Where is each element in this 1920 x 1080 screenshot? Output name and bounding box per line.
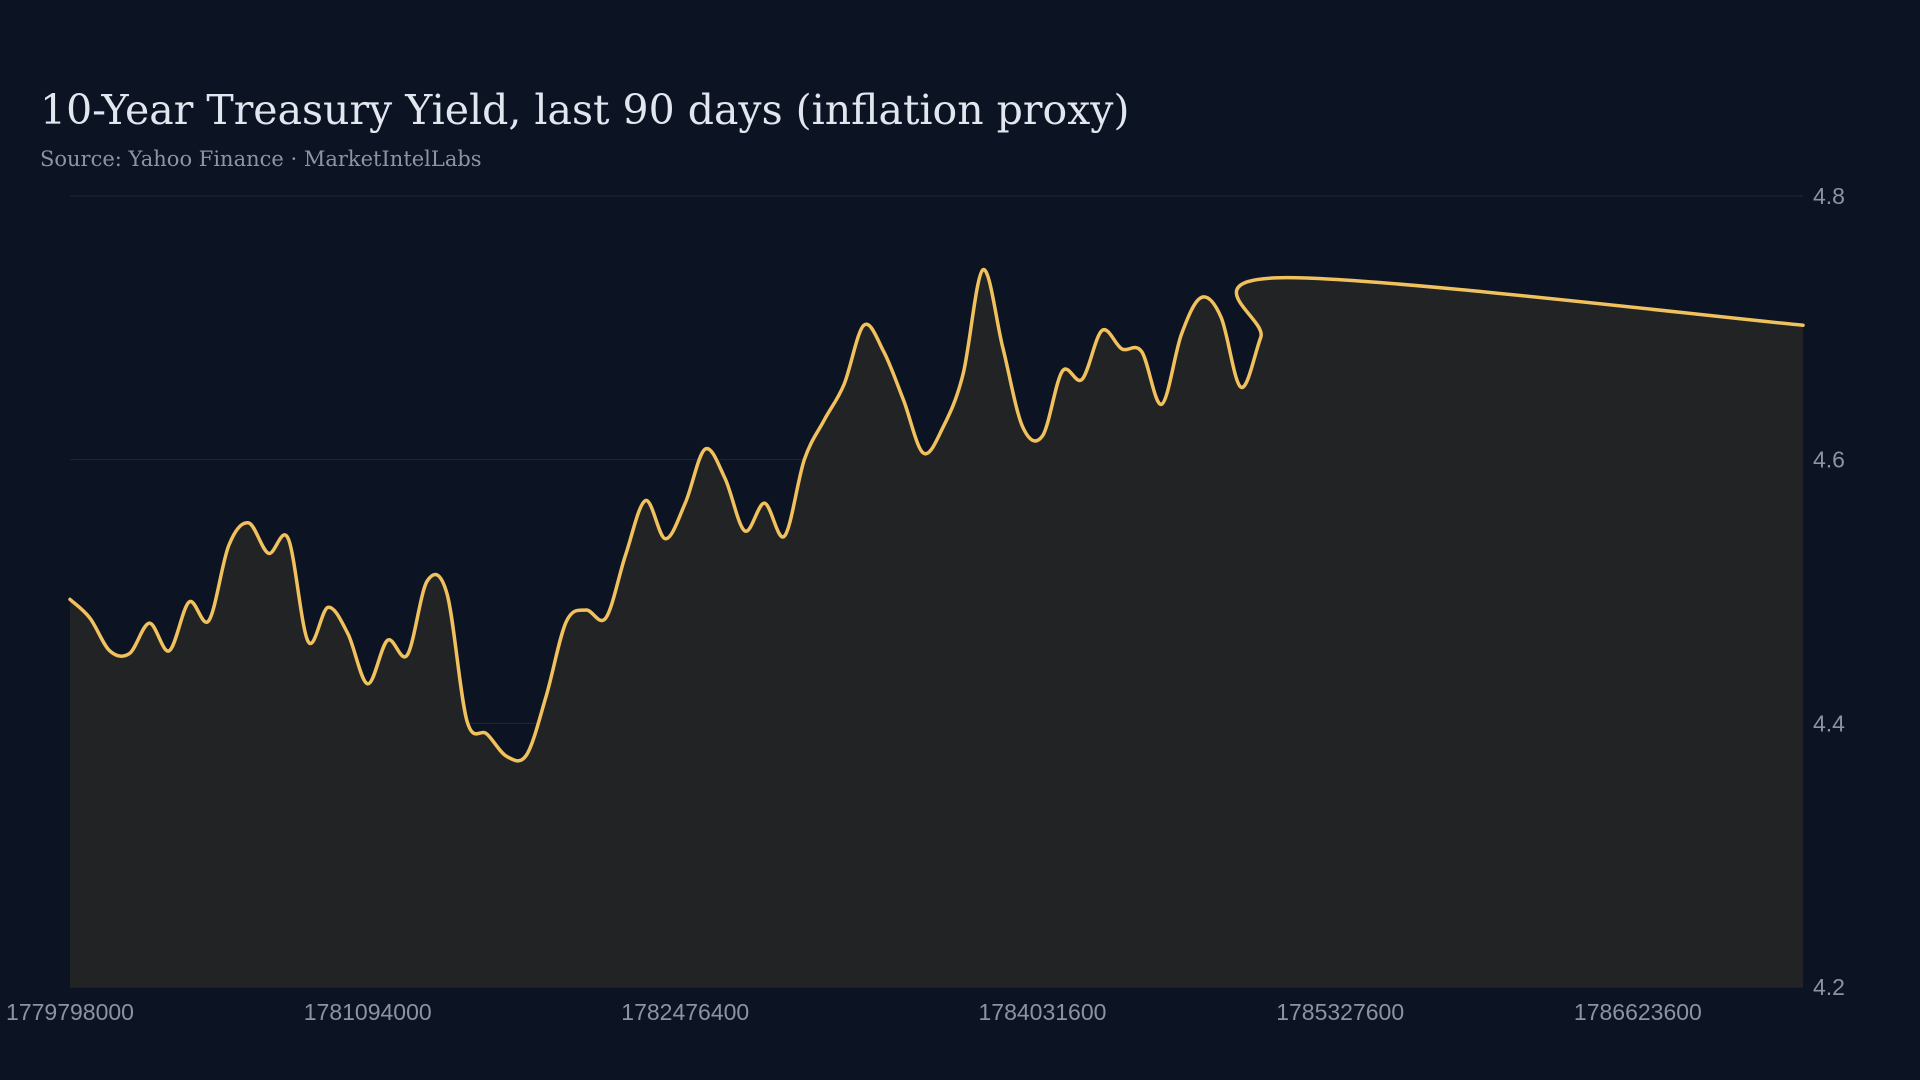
x-axis-ticks: 1779798000 1781094000 1782476400 1784031600… (6, 999, 1702, 1025)
x-tick-label: 1781094000 (304, 999, 432, 1025)
y-tick-label: 4.4 (1813, 710, 1845, 736)
x-tick-label: 1786623600 (1574, 999, 1702, 1025)
series-line (68, 268, 1805, 763)
x-tick-label: 1779798000 (6, 999, 134, 1025)
series-area (70, 269, 1803, 988)
x-tick-label: 1784031600 (979, 999, 1107, 1025)
y-tick-label: 4.6 (1813, 447, 1845, 473)
chart-title: 10-Year Treasury Yield, last 90 days (in… (40, 86, 1130, 134)
chart-subtitle: Source: Yahoo Finance · MarketIntelLabs (40, 147, 482, 171)
x-tick-label: 1782476400 (621, 999, 749, 1025)
y-axis-ticks: 4.2 4.4 4.6 4.8 (1813, 183, 1845, 1000)
y-tick-label: 4.8 (1813, 183, 1845, 209)
x-tick-label: 1785327600 (1276, 999, 1404, 1025)
y-tick-label: 4.2 (1813, 974, 1845, 1000)
